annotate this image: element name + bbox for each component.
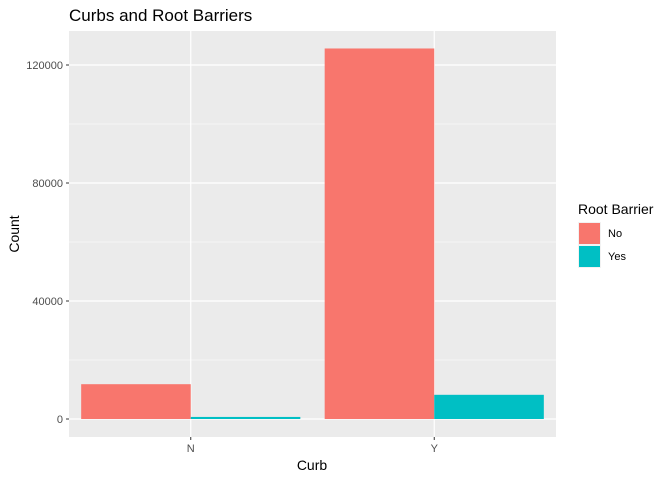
y-axis-title: Count [6,215,22,252]
legend-swatch-no [579,223,600,244]
chart-title: Curbs and Root Barriers [69,6,252,25]
x-tick-label: N [187,443,195,455]
plot-panel [69,31,556,437]
x-tick-label: Y [431,443,439,455]
minor-gridlines [69,123,556,361]
legend: Root Barrier No Yes [578,201,654,268]
legend-title: Root Barrier [578,201,654,217]
legend-items: No Yes [578,222,626,268]
y-axis: 0 40000 80000 120000 [26,60,69,426]
legend-label-no: No [608,228,622,240]
bar-yes-y [434,394,544,419]
bars [81,48,544,419]
y-tick-label: 120000 [26,60,63,72]
legend-label-yes: Yes [608,251,626,263]
y-tick-label: 40000 [32,296,63,308]
bar-no-y [324,48,435,419]
y-tick-label: 0 [57,414,63,426]
bar-yes-n [190,416,301,419]
bar-no-n [81,384,191,419]
y-tick-label: 80000 [32,178,63,190]
x-axis-title: Curb [297,457,328,473]
legend-swatch-yes [579,246,600,267]
